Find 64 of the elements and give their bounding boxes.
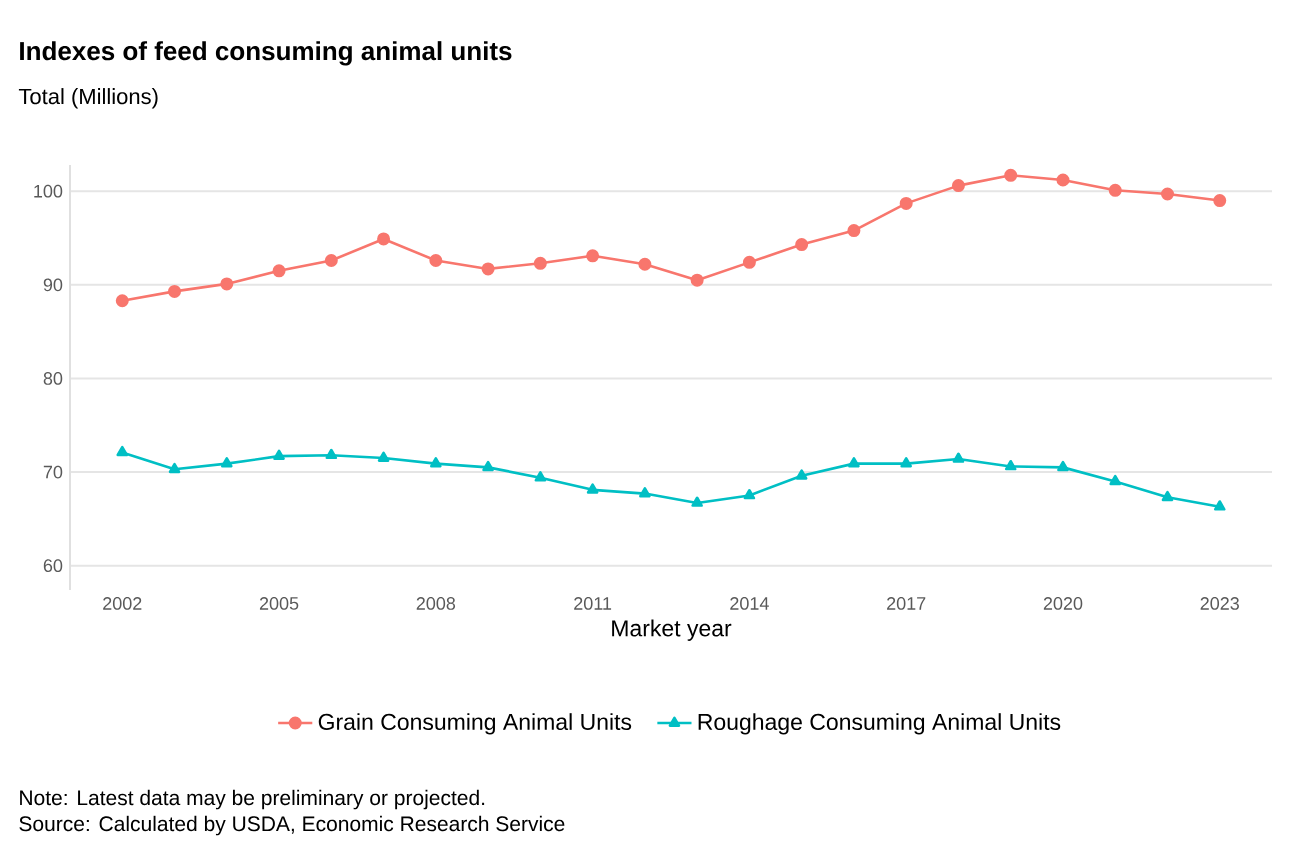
point (115, 294, 129, 308)
point (638, 257, 652, 271)
point (951, 179, 965, 193)
point (848, 457, 860, 468)
x-axis-title: Market year (612, 619, 732, 641)
point (1004, 168, 1018, 182)
x-tick-label: 2011 (574, 597, 612, 610)
point (586, 483, 599, 494)
y-tick-label: 100 (34, 184, 63, 198)
point (586, 249, 600, 263)
x-tick-label: 2005 (259, 597, 299, 610)
point (430, 457, 442, 468)
point (533, 256, 547, 270)
point (743, 488, 756, 500)
point (1056, 173, 1070, 187)
point (1160, 187, 1174, 201)
chart-subtitle: Total (Millions) (18, 88, 158, 109)
point (220, 457, 233, 468)
point (429, 254, 443, 267)
point (1004, 459, 1017, 471)
point (899, 196, 913, 210)
point (534, 471, 547, 482)
point (1108, 183, 1122, 197)
x-tick-label: 2014 (730, 597, 769, 610)
point (639, 487, 651, 498)
x-tick-label: 2020 (1043, 597, 1083, 610)
x-tick-label: 2017 (887, 597, 926, 610)
y-tick-label: 80 (43, 372, 63, 385)
point (1161, 490, 1174, 502)
chart-title: Indexes of feed consuming animal units (20, 41, 512, 66)
point (952, 452, 965, 463)
point (168, 462, 181, 474)
y-tick-label: 90 (43, 278, 63, 292)
legend-label: Grain Consuming Animal Units (318, 713, 632, 735)
point (481, 262, 495, 276)
point (324, 254, 338, 267)
point (690, 273, 704, 287)
y-tick-label: 70 (43, 465, 63, 479)
point (220, 277, 234, 291)
point (1213, 500, 1226, 511)
point (377, 451, 390, 462)
x-tick-label: 2023 (1200, 597, 1239, 610)
point (1213, 194, 1227, 208)
source-note: Source: Calculated by USDA, Economic Research Service (19, 815, 565, 836)
point (482, 460, 494, 472)
point (272, 264, 286, 278)
point (900, 457, 912, 468)
point (325, 448, 338, 460)
point (795, 238, 809, 252)
point (742, 255, 756, 269)
x-tick-label: 2008 (416, 597, 456, 610)
text: Note: Latest data may be preliminary or projected. (20, 789, 485, 810)
point (795, 469, 808, 480)
x-tick-label: 2002 (103, 597, 142, 610)
point (847, 224, 861, 238)
point (273, 449, 285, 461)
point (377, 232, 391, 246)
point (691, 496, 703, 507)
point (116, 445, 129, 457)
y-tick-label: 60 (43, 559, 63, 573)
point (168, 284, 182, 298)
point (1109, 474, 1122, 486)
legend-label: Roughage Consuming Animal Units (698, 713, 1061, 735)
point (1057, 460, 1069, 472)
